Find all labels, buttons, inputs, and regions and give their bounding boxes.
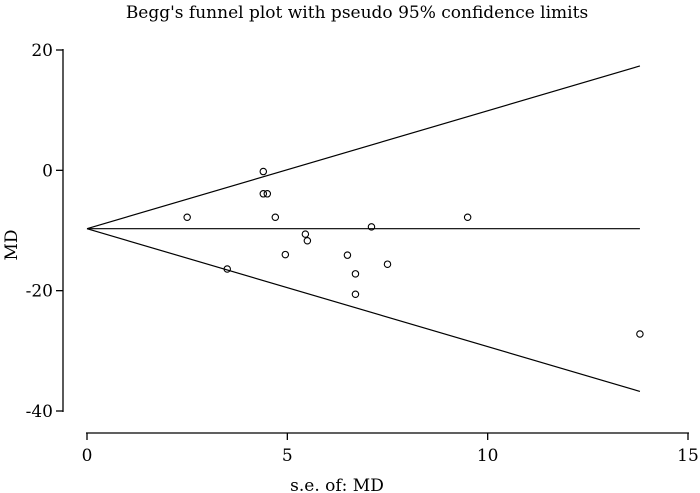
y-axis-label: MD — [2, 229, 22, 260]
axes: -40 -20 0 20 0 5 10 15 — [26, 41, 699, 466]
study-point — [271, 213, 280, 222]
study-point — [281, 250, 290, 259]
study-point — [343, 251, 352, 259]
x-axis-label: s.e. of: MD — [290, 476, 384, 493]
study-point — [259, 167, 268, 176]
chart-title: Begg's funnel plot with pseudo 95% confi… — [126, 3, 588, 23]
study-point — [367, 223, 376, 231]
study-point — [303, 236, 312, 245]
study-point — [259, 190, 268, 198]
confidence-limits — [86, 65, 641, 393]
lower-confidence-limit — [86, 228, 641, 393]
x-tick-label: 10 — [477, 446, 499, 466]
y-tick-label: 20 — [31, 41, 53, 61]
study-point — [223, 265, 231, 273]
study-point — [351, 270, 360, 278]
x-tick-label: 15 — [677, 446, 699, 466]
study-point — [351, 290, 360, 299]
study-point — [636, 330, 644, 338]
study-point — [463, 213, 472, 222]
x-tick-label: 5 — [282, 446, 293, 466]
study-point — [301, 230, 310, 238]
x-tick-label: 0 — [82, 446, 93, 466]
upper-confidence-limit — [86, 65, 641, 230]
study-point — [183, 213, 191, 222]
data-points — [183, 167, 644, 338]
study-point — [383, 260, 392, 268]
y-tick-label: -20 — [26, 282, 53, 302]
study-point — [263, 190, 272, 198]
y-tick-label: 0 — [42, 161, 53, 181]
y-tick-label: -40 — [26, 402, 53, 422]
